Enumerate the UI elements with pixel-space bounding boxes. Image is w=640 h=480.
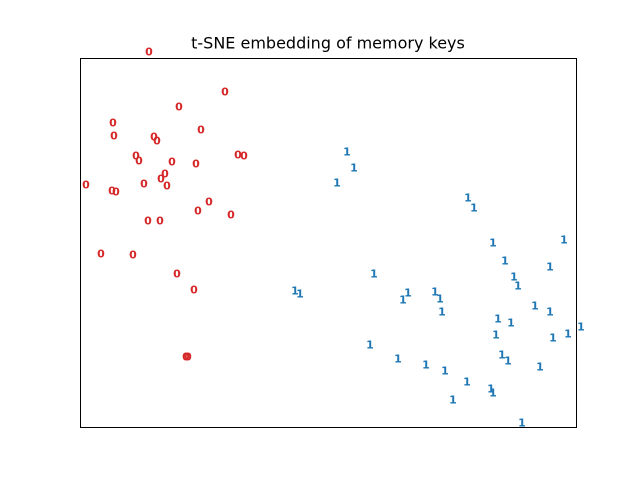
point-label-0-23: 0 (227, 209, 235, 222)
point-label-0-13: 0 (192, 158, 200, 171)
point-label-0-24: 0 (144, 215, 152, 228)
point-label-0-18: 0 (82, 179, 90, 192)
point-label-1-37: 1 (449, 394, 457, 407)
point-label-0-16: 0 (140, 178, 148, 191)
point-label-1-20: 1 (438, 306, 446, 319)
point-label-0-28: 0 (173, 268, 181, 281)
point-label-1-2: 1 (333, 177, 341, 190)
point-label-0-6: 0 (150, 131, 158, 144)
plot-area (80, 58, 577, 428)
point-label-1-26: 1 (549, 332, 557, 345)
point-label-1-36: 1 (489, 387, 497, 400)
point-label-1-16: 1 (399, 294, 407, 307)
point-label-1-13: 1 (296, 288, 304, 301)
point-label-1-5: 1 (489, 237, 497, 250)
point-label-1-25: 1 (564, 328, 572, 341)
point-label-1-6: 1 (560, 234, 568, 247)
point-label-1-22: 1 (507, 317, 515, 330)
point-label-1-30: 1 (394, 353, 402, 366)
point-label-0-8: 0 (234, 149, 242, 162)
point-label-0-3: 0 (109, 117, 117, 130)
point-label-1-21: 1 (494, 313, 502, 326)
point-label-0-12: 0 (168, 156, 176, 169)
point-label-0-25: 0 (156, 215, 164, 228)
point-label-1-24: 1 (577, 321, 585, 334)
chart-title: t-SNE embedding of memory keys (191, 34, 465, 53)
point-label-1-18: 1 (531, 300, 539, 313)
point-label-1-0: 1 (343, 146, 351, 159)
point-label-1-8: 1 (546, 261, 554, 274)
point-label-0-30: 0 (182, 351, 190, 364)
point-label-0-15: 0 (157, 173, 165, 186)
point-label-1-4: 1 (470, 202, 478, 215)
point-label-0-22: 0 (194, 205, 202, 218)
point-label-1-23: 1 (492, 329, 500, 342)
point-label-0-31: 0 (184, 351, 192, 364)
point-label-0-20: 0 (112, 186, 120, 199)
point-label-0-10: 0 (240, 150, 248, 163)
point-label-0-1: 0 (221, 86, 229, 99)
point-label-1-11: 1 (514, 280, 522, 293)
point-label-1-10: 1 (510, 271, 518, 284)
point-label-1-31: 1 (422, 359, 430, 372)
point-label-1-35: 1 (487, 383, 495, 396)
point-label-1-33: 1 (441, 365, 449, 378)
point-label-1-38: 1 (518, 417, 526, 430)
point-label-0-11: 0 (135, 155, 143, 168)
point-label-1-15: 1 (431, 286, 439, 299)
point-label-0-14: 0 (161, 168, 169, 181)
point-label-1-7: 1 (501, 255, 509, 268)
point-label-1-1: 1 (350, 162, 358, 175)
point-label-0-29: 0 (190, 284, 198, 297)
point-label-1-12: 1 (291, 285, 299, 298)
point-label-1-28: 1 (498, 349, 506, 362)
point-label-0-5: 0 (110, 130, 118, 143)
point-label-1-34: 1 (463, 376, 471, 389)
point-label-1-9: 1 (370, 268, 378, 281)
point-label-1-27: 1 (366, 339, 374, 352)
point-label-1-19: 1 (546, 306, 554, 319)
point-label-1-32: 1 (536, 361, 544, 374)
point-label-0-0: 0 (145, 46, 153, 59)
point-label-1-17: 1 (436, 293, 444, 306)
point-label-0-17: 0 (163, 180, 171, 193)
point-label-0-4: 0 (197, 124, 205, 137)
point-label-0-2: 0 (175, 101, 183, 114)
point-label-0-21: 0 (205, 196, 213, 209)
point-label-0-27: 0 (129, 249, 137, 262)
point-label-0-9: 0 (132, 150, 140, 163)
point-label-1-29: 1 (504, 355, 512, 368)
point-label-1-14: 1 (404, 287, 412, 300)
point-label-0-7: 0 (153, 135, 161, 148)
point-label-0-26: 0 (97, 248, 105, 261)
point-label-1-3: 1 (464, 192, 472, 205)
point-label-0-19: 0 (108, 185, 116, 198)
